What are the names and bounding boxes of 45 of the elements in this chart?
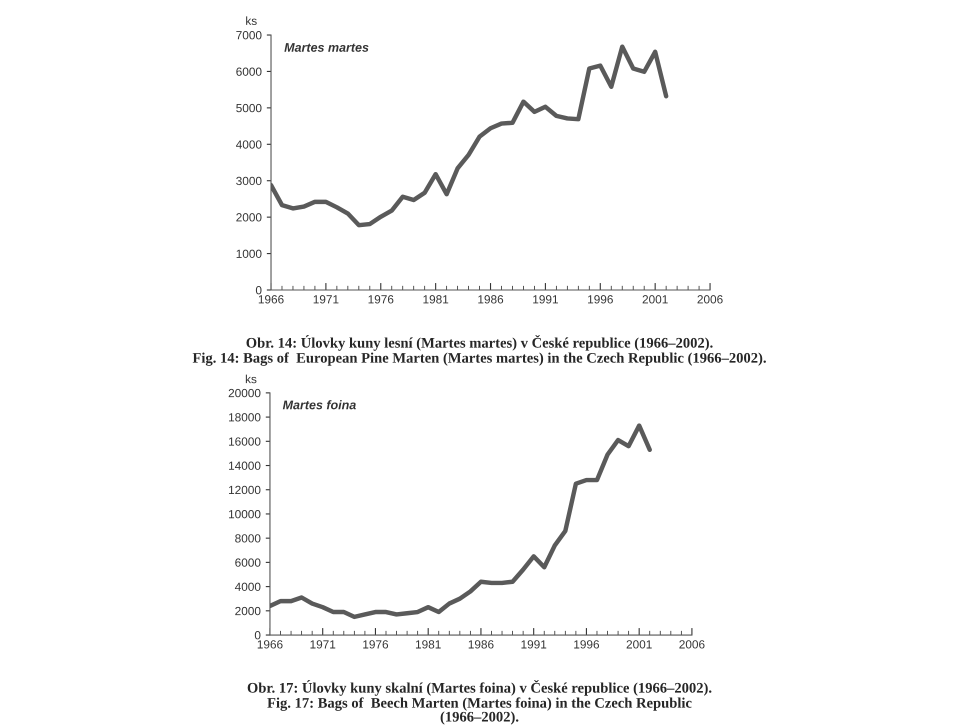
y-tick-label: 2000 xyxy=(236,213,262,222)
x-tick-label: 2006 xyxy=(679,640,705,649)
y-tick-label: 0 xyxy=(256,286,262,294)
y-tick-label: 20000 xyxy=(228,388,260,398)
y-tick-label: 4000 xyxy=(234,582,260,591)
y-axis-title: ks xyxy=(246,374,256,384)
x-tick-label: 1971 xyxy=(310,640,336,649)
y-tick-label: 4000 xyxy=(236,140,262,149)
x-tick-label: 2006 xyxy=(698,295,723,304)
x-tick-label: 1966 xyxy=(258,295,284,304)
x-tick-label: 1976 xyxy=(368,295,394,304)
y-tick-label: 10000 xyxy=(229,510,260,518)
caption: Fig. 17: Bags of Beech Marten (Martes foina) in the Czech Republic (1966–2002). xyxy=(267,697,692,725)
y-tick-label: 6000 xyxy=(236,67,262,76)
y-tick-label: 1000 xyxy=(236,250,262,258)
x-tick-label: 1991 xyxy=(533,295,558,304)
y-tick-label: 5000 xyxy=(236,104,262,112)
x-tick-label: 1986 xyxy=(468,640,494,649)
text: Obr. 14: Úlovky kuny lesní (Martes martes) v České republice (1966–2002). xyxy=(246,334,713,351)
y-tick-label: 6000 xyxy=(235,558,260,567)
caption: Fig. 14: Bags of European Pine Marten (Martes martes) in the Czech Republic (1966–2002). xyxy=(192,352,766,366)
x-tick-label: 1976 xyxy=(363,640,388,649)
x-tick-label: 1991 xyxy=(521,640,546,649)
x-tick-label: 1981 xyxy=(416,640,441,649)
chart-title: Martes foina xyxy=(282,400,356,410)
x-tick-label: 1966 xyxy=(258,640,283,649)
x-tick-label: 2001 xyxy=(626,640,652,649)
y-tick-label: 14000 xyxy=(229,462,260,470)
y-tick-label: 2000 xyxy=(235,606,260,616)
y-tick-label: 16000 xyxy=(229,437,260,446)
x-tick-label: 2001 xyxy=(642,295,668,304)
x-tick-label: 1996 xyxy=(588,295,613,304)
text: Obr. 17: Úlovky kuny skalní (Martes foina) v České republice (1966–2002). xyxy=(248,680,712,696)
x-tick-label: 1986 xyxy=(478,295,504,304)
y-tick-label: 18000 xyxy=(229,413,260,422)
y-axis-title: ks xyxy=(246,16,257,26)
chart-title: Martes martes xyxy=(284,43,369,52)
x-tick-label: 1996 xyxy=(574,640,600,649)
y-tick-label: 12000 xyxy=(229,486,260,494)
x-tick-label: 1981 xyxy=(423,295,448,304)
y-tick-label: 3000 xyxy=(236,176,262,186)
y-tick-label: 8000 xyxy=(235,534,260,543)
y-tick-label: 7000 xyxy=(236,31,262,40)
x-tick-label: 1971 xyxy=(314,295,338,304)
y-tick-label: 0 xyxy=(254,631,260,640)
